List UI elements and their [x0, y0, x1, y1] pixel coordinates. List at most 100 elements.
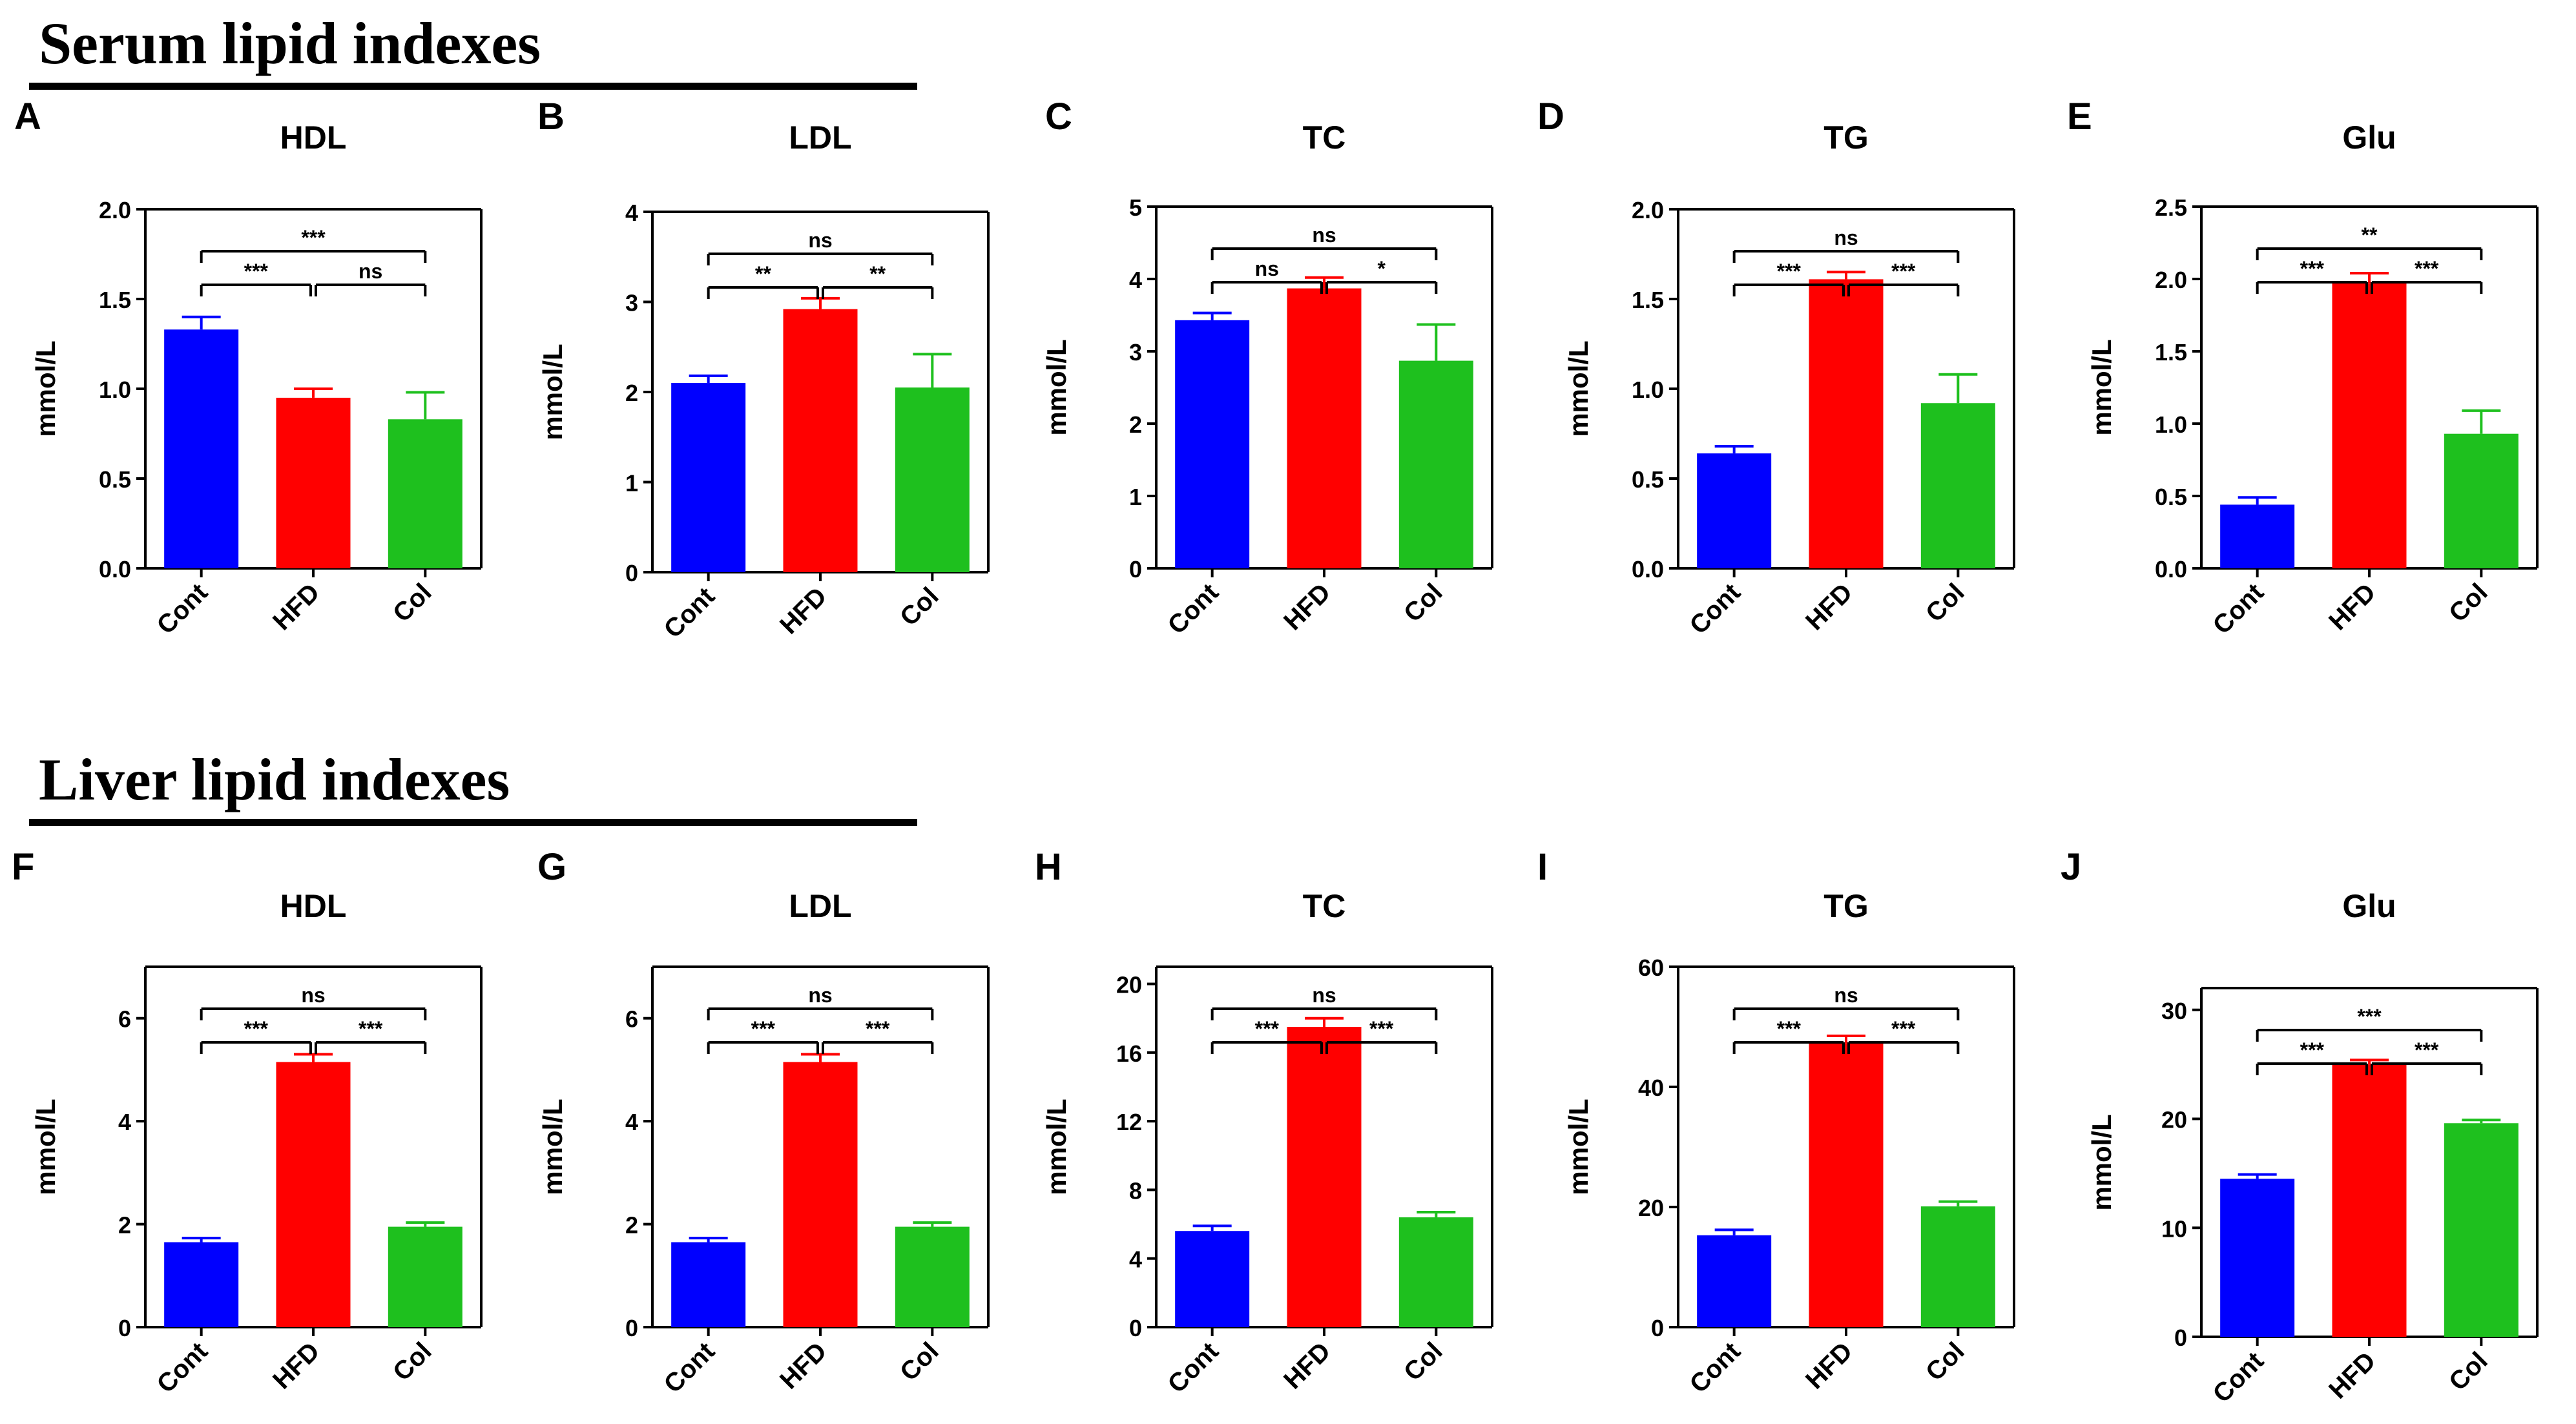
x-tick-label: Col: [1398, 1337, 1448, 1387]
y-tick-label: 8: [1129, 1177, 1142, 1204]
y-tick-label: 2.5: [2155, 194, 2187, 221]
y-axis-label: mmol/L: [537, 1099, 568, 1195]
y-axis-label: mmol/L: [1041, 1099, 1072, 1195]
bar-cont: [1175, 320, 1250, 568]
x-tick-label: Col: [388, 1337, 437, 1387]
bar-hfd: [276, 397, 351, 568]
y-tick-label: 12: [1116, 1109, 1142, 1135]
bar-hfd: [1287, 1027, 1362, 1327]
panel-letter: E: [2067, 96, 2092, 138]
section-title-liver: Liver lipid indexes: [39, 747, 510, 812]
x-tick-label: HFD: [774, 1337, 832, 1394]
y-tick-label: 60: [1638, 954, 1664, 981]
x-tick-label: HFD: [774, 582, 832, 639]
y-tick-label: 2: [118, 1212, 131, 1239]
significance-label: ***: [1777, 260, 1802, 283]
y-tick-label: 16: [1116, 1040, 1142, 1067]
bar-cont: [2220, 504, 2295, 568]
panel-title: TG: [1823, 888, 1868, 924]
significance-label: ***: [244, 1017, 269, 1040]
bar-cont: [671, 383, 746, 572]
x-tick-label: HFD: [1278, 1337, 1336, 1394]
significance-label: ***: [2300, 1038, 2325, 1062]
x-tick-label: HFD: [1800, 1337, 1858, 1394]
panel-title: HDL: [280, 119, 347, 156]
bar-col: [388, 419, 462, 568]
y-tick-label: 20: [2161, 1107, 2187, 1133]
bar-hfd: [2332, 1064, 2407, 1337]
y-tick-label: 0: [625, 560, 638, 586]
panel-title: HDL: [280, 888, 347, 924]
y-tick-label: 1.0: [99, 377, 131, 403]
x-tick-label: HFD: [267, 1337, 325, 1394]
y-tick-label: 2: [625, 380, 638, 406]
panel-letter: G: [537, 846, 566, 888]
significance-label: *: [1377, 257, 1386, 280]
x-tick-label: Col: [895, 1337, 944, 1387]
bar-hfd: [2332, 283, 2407, 568]
bar-col: [1920, 1206, 1995, 1327]
bar-hfd: [276, 1062, 351, 1327]
bar-col: [2444, 433, 2519, 568]
significance-label: ***: [2415, 257, 2439, 280]
x-tick-label: HFD: [1800, 578, 1858, 635]
x-tick-label: Cont: [1163, 1337, 1225, 1399]
panel-letter: C: [1045, 96, 1072, 138]
y-tick-label: 20: [1638, 1195, 1664, 1221]
y-tick-label: 1: [625, 470, 638, 497]
y-tick-label: 1.5: [2155, 339, 2187, 366]
chart-panel-d: D TG 0.0 0.5 1.0 1.5 2.0 mmol/L Cont HFD Col *** ***…: [1537, 96, 2015, 640]
x-tick-label: Col: [1398, 578, 1448, 628]
y-axis-label: mmol/L: [2086, 1114, 2117, 1210]
y-tick-label: 2: [625, 1212, 638, 1239]
significance-label: ***: [2357, 1005, 2382, 1028]
section-title-serum: Serum lipid indexes: [39, 10, 541, 76]
panel-title: Glu: [2342, 119, 2396, 156]
significance-label: ns: [808, 229, 832, 252]
bar-hfd: [1809, 279, 1884, 568]
y-tick-label: 1.0: [2155, 411, 2187, 438]
panel-letter: D: [1537, 96, 1564, 138]
bar-cont: [671, 1242, 746, 1327]
panel-letter: B: [537, 96, 565, 138]
chart-panel-h: H TC 0 4 8 12 16 20 mmol/L Cont HFD Col *** *** ns: [1035, 846, 1493, 1399]
significance-label: ns: [1312, 223, 1336, 247]
y-tick-label: 40: [1638, 1075, 1664, 1101]
y-tick-label: 1: [1129, 484, 1142, 510]
significance-label: ***: [1891, 1017, 1916, 1040]
x-tick-label: Cont: [2208, 578, 2270, 640]
bar-col: [2444, 1123, 2519, 1337]
x-tick-label: Cont: [1163, 578, 1225, 640]
bar-cont: [164, 1242, 239, 1327]
bar-col: [1398, 360, 1473, 568]
y-tick-label: 2.0: [99, 197, 131, 223]
significance-label: ***: [1255, 1017, 1280, 1040]
chart-panel-c: C TC 0 1 2 3 4 5 mmol/L Cont HFD Col ns * ns: [1041, 96, 1493, 640]
y-axis-label: mmol/L: [2086, 339, 2117, 435]
panel-title: LDL: [789, 888, 851, 924]
x-tick-label: Cont: [1685, 1337, 1747, 1399]
panel-title: TC: [1303, 888, 1346, 924]
y-tick-label: 1.5: [99, 287, 131, 313]
y-tick-label: 1.0: [1632, 377, 1664, 403]
y-tick-label: 4: [1129, 267, 1142, 293]
y-tick-label: 4: [625, 200, 638, 226]
y-tick-label: 6: [118, 1006, 131, 1033]
y-tick-label: 0: [625, 1315, 638, 1341]
y-tick-label: 20: [1116, 972, 1142, 998]
y-tick-label: 0: [118, 1315, 131, 1341]
bar-col: [1398, 1217, 1473, 1327]
significance-label: ***: [751, 1017, 776, 1040]
y-tick-label: 2.0: [1632, 197, 1664, 223]
bar-hfd: [1287, 288, 1362, 568]
y-tick-label: 0: [1651, 1315, 1664, 1341]
y-tick-label: 0.0: [1632, 556, 1664, 583]
x-tick-label: Cont: [1685, 578, 1747, 640]
bar-cont: [1697, 1235, 1772, 1327]
y-axis-label: mmol/L: [1563, 340, 1594, 437]
panel-title: TC: [1303, 119, 1346, 156]
section-serum-header: Serum lipid indexes: [29, 10, 917, 90]
significance-label: ***: [2300, 257, 2325, 280]
x-tick-label: Col: [1920, 1337, 1970, 1387]
significance-label: ***: [1369, 1017, 1394, 1040]
